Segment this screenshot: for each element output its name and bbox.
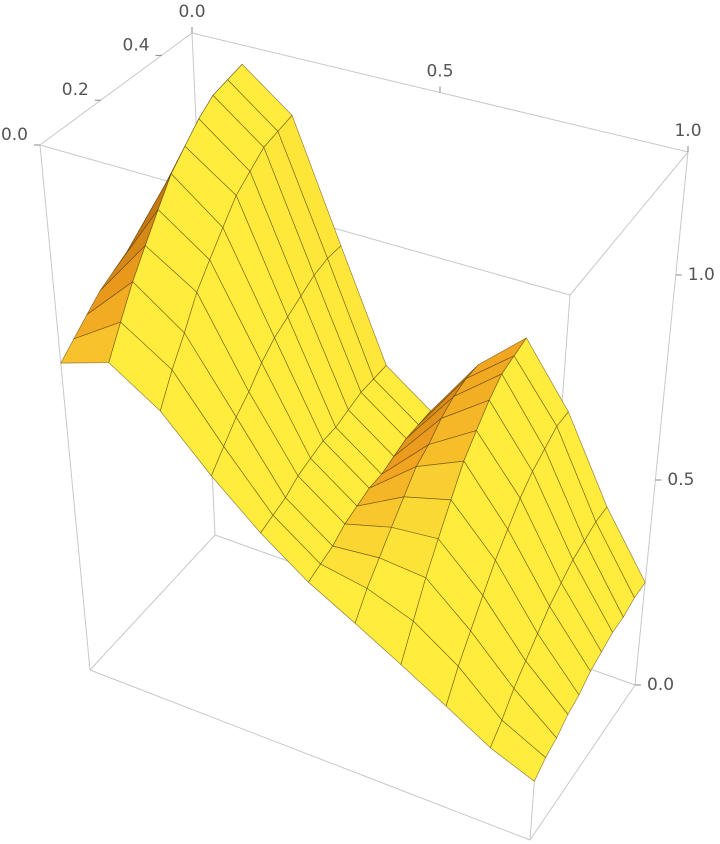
z-tick-label: 1.0: [688, 265, 715, 285]
box-edge: [89, 669, 531, 841]
y-tick-label: 0.4: [123, 35, 150, 55]
surface-cell: [489, 719, 546, 782]
box-edge: [89, 534, 216, 671]
x-tick-label: 0.0: [178, 2, 205, 22]
box-edge: [39, 32, 193, 146]
box-edge: [634, 151, 689, 686]
box-edge: [529, 684, 636, 841]
z-tick-label: 0.5: [667, 470, 694, 490]
y-tick-label: 0.0: [1, 125, 28, 145]
box-edge: [39, 144, 91, 671]
z-tick-label: 0.0: [647, 675, 674, 695]
surface: [60, 63, 646, 782]
box-edge: [569, 151, 689, 296]
x-tick-label: 0.5: [426, 62, 453, 82]
y-tick-label: 0.2: [62, 80, 89, 100]
x-tick-label: 1.0: [674, 121, 701, 141]
